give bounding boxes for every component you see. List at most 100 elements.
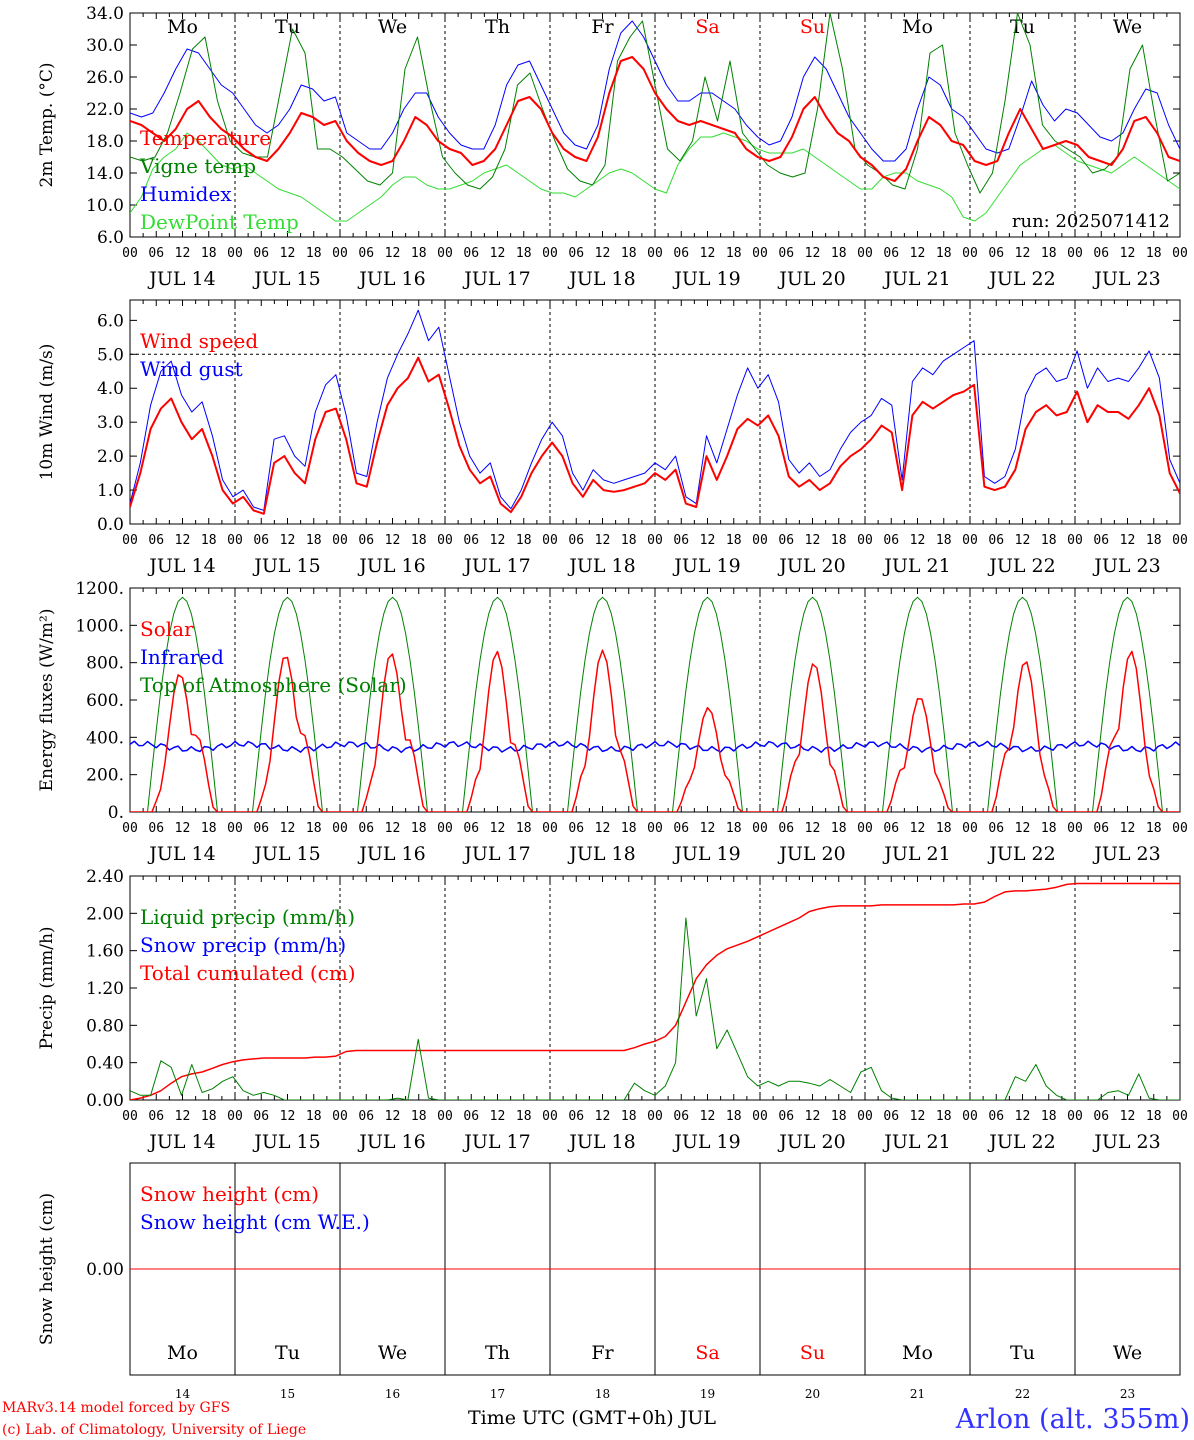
date-label: JUL 20 — [777, 268, 845, 290]
y-axis-label: 10m Wind (m/s) — [37, 344, 57, 481]
y-tick-label: 1200. — [75, 579, 124, 599]
hour-label: 18 — [1041, 246, 1057, 261]
hour-label: 00 — [542, 821, 558, 836]
hour-label: 18 — [1041, 533, 1057, 548]
hour-label: 12 — [1015, 1109, 1031, 1124]
hour-label: 06 — [1093, 246, 1109, 261]
y-axis-label: Energy fluxes (W/m²) — [37, 609, 57, 792]
hour-label: 18 — [936, 821, 952, 836]
hour-label: 12 — [175, 1109, 191, 1124]
legend-entry: Top of Atmosphere (Solar) — [140, 673, 407, 697]
hour-label: 18 — [516, 246, 532, 261]
day-name: Su — [800, 1342, 825, 1364]
day-name: Mo — [902, 16, 933, 38]
hour-label: 06 — [1093, 821, 1109, 836]
date-label: JUL 18 — [567, 1131, 635, 1153]
panel-wind: 0.0 1.0 2.0 3.0 4.0 5.0 6.0 10m Wind (m/s) 00 06 1… — [37, 299, 1188, 577]
legend-entry: Solar — [140, 617, 194, 641]
hour-label: 18 — [726, 246, 742, 261]
legend-entry: Vigne temp — [139, 154, 256, 178]
hour-label: 18 — [831, 533, 847, 548]
hour-label: 12 — [805, 246, 821, 261]
series-line-solar — [130, 649, 1180, 812]
hour-label: 18 — [621, 246, 637, 261]
series-line-vigne-temp — [130, 13, 1180, 194]
hour-label: 00 — [1067, 1109, 1083, 1124]
y-axis-label: 2m Temp. (°C) — [37, 62, 57, 187]
hour-label: 12 — [280, 246, 296, 261]
hour-label: 12 — [595, 246, 611, 261]
hour-label: 00 — [437, 246, 453, 261]
date-label: JUL 17 — [462, 268, 530, 290]
hour-label: 06 — [568, 821, 584, 836]
date-label: JUL 19 — [672, 268, 740, 290]
hour-label: 18 — [621, 1109, 637, 1124]
date-label: JUL 19 — [672, 843, 740, 865]
day-name: We — [378, 1342, 407, 1364]
hour-label: 00 — [437, 533, 453, 548]
day-number: 15 — [280, 1387, 295, 1401]
hour-label: 00 — [752, 1109, 768, 1124]
date-label: JUL 19 — [672, 1131, 740, 1153]
y-tick-label: 0.00 — [86, 1260, 124, 1280]
hour-label: 12 — [280, 533, 296, 548]
hour-label: 00 — [542, 1109, 558, 1124]
hour-label: 06 — [1093, 1109, 1109, 1124]
series-line-dewpoint-temp — [130, 132, 1180, 222]
day-name: We — [1113, 16, 1142, 38]
hour-label: 18 — [621, 821, 637, 836]
hour-label: 12 — [910, 246, 926, 261]
day-number: 19 — [700, 1387, 715, 1401]
hour-label: 18 — [1146, 821, 1162, 836]
y-tick-label: 14.0 — [86, 164, 124, 184]
y-tick-label: 1.60 — [86, 942, 124, 962]
legend-entry: Infrared — [140, 645, 224, 669]
day-number: 17 — [490, 1387, 505, 1401]
hour-label: 18 — [936, 1109, 952, 1124]
date-label: JUL 17 — [462, 843, 530, 865]
y-tick-label: 0.0 — [97, 515, 124, 535]
y-tick-label: 1000. — [75, 616, 124, 636]
hour-label: 00 — [122, 821, 138, 836]
date-label: JUL 23 — [1092, 555, 1160, 577]
hour-label: 00 — [962, 533, 978, 548]
hour-label: 12 — [595, 533, 611, 548]
hour-label: 18 — [936, 246, 952, 261]
date-label: JUL 14 — [147, 843, 215, 865]
date-label: JUL 23 — [1092, 843, 1160, 865]
hour-label: 18 — [411, 1109, 427, 1124]
hour-label: 18 — [306, 246, 322, 261]
date-label: JUL 22 — [987, 268, 1055, 290]
date-label: JUL 22 — [987, 843, 1055, 865]
credit-line-1: MARv3.14 model forced by GFS — [2, 1400, 230, 1416]
y-tick-label: 800. — [86, 654, 124, 674]
hour-label: 06 — [148, 246, 164, 261]
hour-label: 18 — [411, 246, 427, 261]
hour-label: 06 — [883, 821, 899, 836]
y-tick-label: 0.40 — [86, 1054, 124, 1074]
hour-label: 06 — [148, 1109, 164, 1124]
date-label: JUL 15 — [252, 843, 320, 865]
y-axis-label: Precip (mm/h) — [37, 926, 57, 1049]
hour-label: 00 — [1067, 246, 1083, 261]
date-label: JUL 16 — [357, 268, 425, 290]
legend-entry: Liquid precip (mm/h) — [140, 905, 355, 929]
plot-frame — [129, 587, 1181, 813]
hour-label: 18 — [1146, 533, 1162, 548]
hour-label: 00 — [857, 821, 873, 836]
hour-label: 00 — [1172, 821, 1188, 836]
date-label: JUL 20 — [777, 555, 845, 577]
hour-label: 18 — [411, 533, 427, 548]
y-tick-label: 6.0 — [97, 228, 124, 248]
day-name: Tu — [275, 16, 300, 38]
hour-label: 00 — [542, 533, 558, 548]
panel-snow: 0.00 Snow height (cm) Mo Tu We Th Fr Sa Su Mo Tu We… — [37, 1162, 1181, 1401]
hour-label: 00 — [1172, 246, 1188, 261]
hour-label: 12 — [490, 1109, 506, 1124]
panel-temp: 6.0 10.0 14.0 18.0 22.0 26.0 30.0 34.0 2m Temp. … — [37, 4, 1188, 290]
legend-entry: Wind gust — [140, 357, 243, 381]
day-number: 22 — [1015, 1387, 1030, 1401]
day-number: 20 — [805, 1387, 820, 1401]
hour-label: 18 — [1041, 821, 1057, 836]
